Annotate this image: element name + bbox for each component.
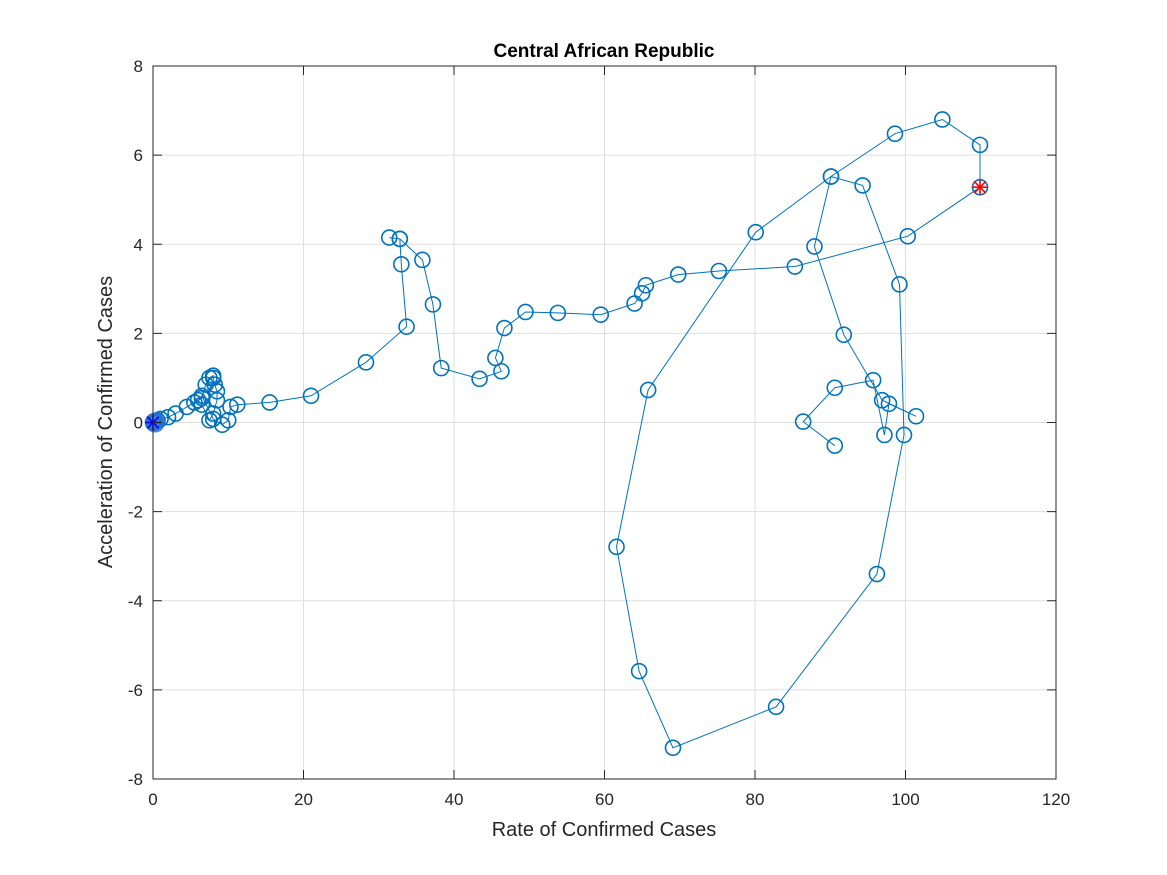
y-tick-label: -8 bbox=[128, 770, 143, 789]
x-tick-label: 100 bbox=[891, 790, 919, 809]
data-point bbox=[471, 370, 488, 388]
data-point bbox=[934, 111, 951, 128]
data-point bbox=[487, 349, 504, 367]
data-point bbox=[261, 394, 278, 411]
x-axis-ticks: 0 20 40 60 80 100 120 bbox=[148, 66, 1070, 809]
data-point bbox=[393, 256, 410, 273]
data-point bbox=[592, 306, 610, 323]
end-point-marker bbox=[971, 179, 988, 196]
x-tick-label: 20 bbox=[294, 790, 313, 809]
x-tick-label: 120 bbox=[1042, 790, 1070, 809]
data-point bbox=[794, 413, 812, 430]
data-point bbox=[854, 177, 871, 194]
y-axis-ticks: -8 -6 -4 -2 0 2 4 6 8 bbox=[128, 57, 1056, 789]
data-point bbox=[424, 296, 442, 313]
y-tick-label: 8 bbox=[134, 57, 143, 76]
data-point bbox=[193, 396, 211, 413]
data-point bbox=[208, 383, 226, 400]
data-point bbox=[806, 238, 823, 255]
data-point bbox=[608, 538, 625, 556]
y-tick-label: 6 bbox=[134, 146, 143, 165]
data-point bbox=[228, 396, 246, 413]
x-axis-label: Rate of Confirmed Cases bbox=[492, 819, 717, 841]
data-point bbox=[630, 662, 648, 680]
data-point bbox=[391, 230, 409, 248]
data-point bbox=[895, 426, 913, 444]
data-point bbox=[633, 284, 651, 302]
x-tick-label: 0 bbox=[148, 790, 157, 809]
data-point bbox=[826, 379, 844, 397]
data-point bbox=[380, 229, 398, 246]
data-point bbox=[496, 319, 513, 337]
data-point bbox=[868, 565, 886, 583]
data-point bbox=[864, 371, 882, 389]
data-point bbox=[189, 391, 207, 409]
data-point bbox=[206, 376, 224, 393]
data-point bbox=[222, 398, 239, 416]
data-point bbox=[398, 318, 415, 335]
data-point bbox=[639, 381, 657, 399]
data-point bbox=[219, 411, 237, 429]
y-tick-label: 0 bbox=[134, 414, 143, 433]
data-point bbox=[876, 426, 893, 444]
data-point bbox=[549, 304, 567, 322]
data-point bbox=[517, 303, 534, 321]
data-point bbox=[493, 362, 510, 380]
x-tick-label: 60 bbox=[595, 790, 614, 809]
data-point bbox=[891, 276, 908, 293]
data-point bbox=[786, 258, 804, 275]
data-point bbox=[880, 395, 898, 413]
data-point bbox=[767, 698, 785, 716]
data-point bbox=[899, 227, 917, 245]
y-tick-label: -2 bbox=[128, 503, 143, 522]
data-point bbox=[669, 266, 687, 283]
data-point bbox=[971, 136, 989, 154]
data-point bbox=[907, 407, 925, 425]
y-tick-label: 2 bbox=[134, 324, 143, 343]
x-tick-label: 40 bbox=[445, 790, 464, 809]
data-point bbox=[414, 251, 431, 269]
data-point bbox=[710, 262, 728, 280]
x-tick-label: 80 bbox=[746, 790, 765, 809]
data-point bbox=[835, 326, 853, 344]
y-tick-label: -4 bbox=[128, 592, 143, 611]
y-tick-label: -6 bbox=[128, 681, 143, 700]
data-point bbox=[886, 125, 904, 143]
data-point bbox=[432, 359, 450, 377]
data-point bbox=[747, 223, 765, 241]
chart-title: Central African Republic bbox=[493, 41, 714, 62]
data-point bbox=[193, 387, 211, 405]
data-point bbox=[637, 276, 655, 294]
data-series bbox=[144, 111, 989, 757]
data-point bbox=[826, 437, 844, 454]
data-point bbox=[357, 354, 375, 371]
y-axis-label: Acceleration of Confirmed Cases bbox=[95, 276, 117, 568]
data-point bbox=[822, 168, 840, 185]
data-point bbox=[664, 739, 682, 757]
data-point bbox=[302, 387, 320, 405]
y-tick-label: 4 bbox=[134, 235, 143, 254]
